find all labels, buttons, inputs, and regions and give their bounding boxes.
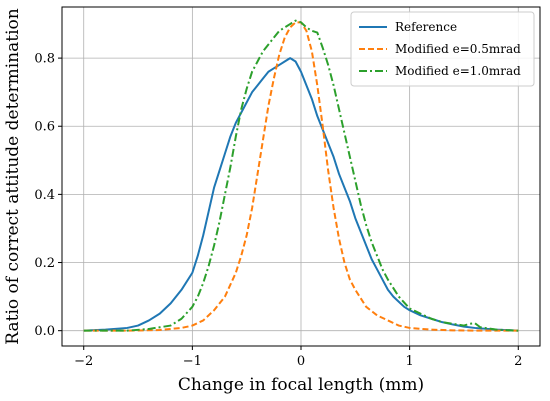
x-tick-label: 0 xyxy=(297,354,305,369)
x-tick-label: −2 xyxy=(74,354,93,369)
legend-entry-label: Reference xyxy=(395,20,457,34)
y-tick-label: 0.8 xyxy=(34,52,55,67)
series-layer xyxy=(83,19,519,332)
x-tick-label: 1 xyxy=(405,354,413,369)
series-line-2 xyxy=(83,21,519,332)
x-tick-label: −1 xyxy=(183,354,202,369)
y-tick-label: 0.6 xyxy=(34,120,55,135)
legend: Reference Modified e=0.5mrad Modified e=1.… xyxy=(350,11,535,87)
y-tick-label: 0.4 xyxy=(34,188,55,203)
x-tick-label: 2 xyxy=(514,354,522,369)
y-tick-label: 0.2 xyxy=(34,256,55,271)
x-axis-ticks: −2 −1 0 1 2 xyxy=(74,346,522,369)
y-axis-label: Ratio of correct attitude determination xyxy=(3,8,23,344)
series-line-3 xyxy=(83,19,519,332)
legend-box xyxy=(350,11,535,87)
y-axis-ticks: 0.0 0.2 0.4 0.6 0.8 xyxy=(34,52,62,339)
legend-entry-label: Modified e=0.5mrad xyxy=(395,42,521,56)
legend-entry-label: Modified e=1.0mrad xyxy=(395,64,521,78)
y-tick-label: 0.0 xyxy=(34,324,55,339)
x-axis-label: Change in focal length (mm) xyxy=(178,375,424,395)
series-line-1 xyxy=(83,57,519,332)
